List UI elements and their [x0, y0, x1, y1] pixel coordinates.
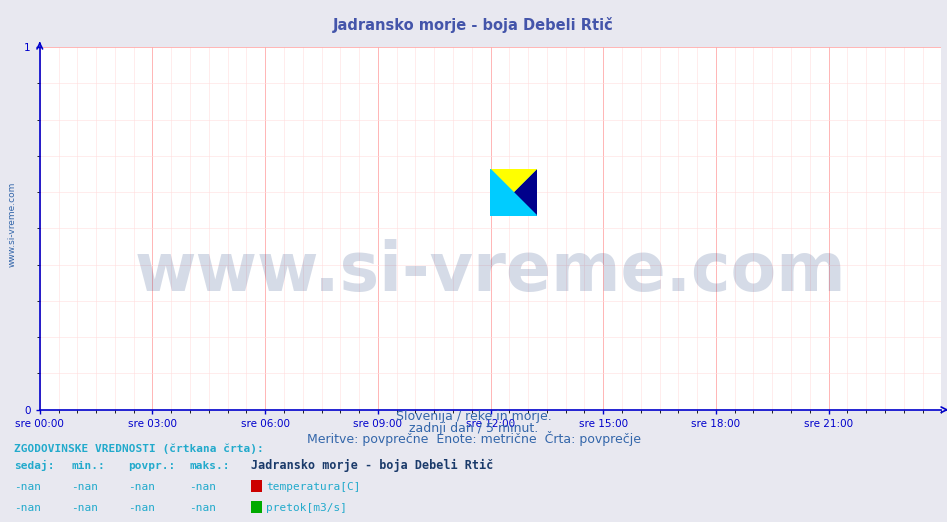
- Text: min.:: min.:: [71, 461, 105, 471]
- Text: maks.:: maks.:: [189, 461, 230, 471]
- Text: -nan: -nan: [14, 503, 42, 513]
- Text: -nan: -nan: [189, 503, 217, 513]
- Text: Jadransko morje - boja Debeli Rtič: Jadransko morje - boja Debeli Rtič: [251, 459, 493, 472]
- Text: pretok[m3/s]: pretok[m3/s]: [266, 503, 348, 513]
- Text: -nan: -nan: [71, 482, 98, 492]
- Text: -nan: -nan: [71, 503, 98, 513]
- Text: www.si-vreme.com: www.si-vreme.com: [134, 239, 847, 305]
- Polygon shape: [490, 169, 537, 216]
- Polygon shape: [490, 169, 537, 216]
- Polygon shape: [490, 169, 537, 216]
- Text: -nan: -nan: [128, 503, 155, 513]
- Text: Meritve: povprečne  Enote: metrične  Črta: povprečje: Meritve: povprečne Enote: metrične Črta:…: [307, 431, 640, 446]
- Text: temperatura[C]: temperatura[C]: [266, 482, 361, 492]
- Text: Slovenija / reke in morje.: Slovenija / reke in morje.: [396, 410, 551, 423]
- Text: zadnji dan / 5 minut.: zadnji dan / 5 minut.: [409, 422, 538, 435]
- Text: povpr.:: povpr.:: [128, 461, 175, 471]
- Text: sedaj:: sedaj:: [14, 460, 55, 471]
- Text: www.si-vreme.com: www.si-vreme.com: [8, 182, 17, 267]
- Polygon shape: [490, 169, 537, 216]
- Text: ZGODOVINSKE VREDNOSTI (črtkana črta):: ZGODOVINSKE VREDNOSTI (črtkana črta):: [14, 443, 264, 454]
- Text: -nan: -nan: [128, 482, 155, 492]
- Text: -nan: -nan: [189, 482, 217, 492]
- Text: Jadransko morje - boja Debeli Rtič: Jadransko morje - boja Debeli Rtič: [333, 17, 614, 33]
- Text: -nan: -nan: [14, 482, 42, 492]
